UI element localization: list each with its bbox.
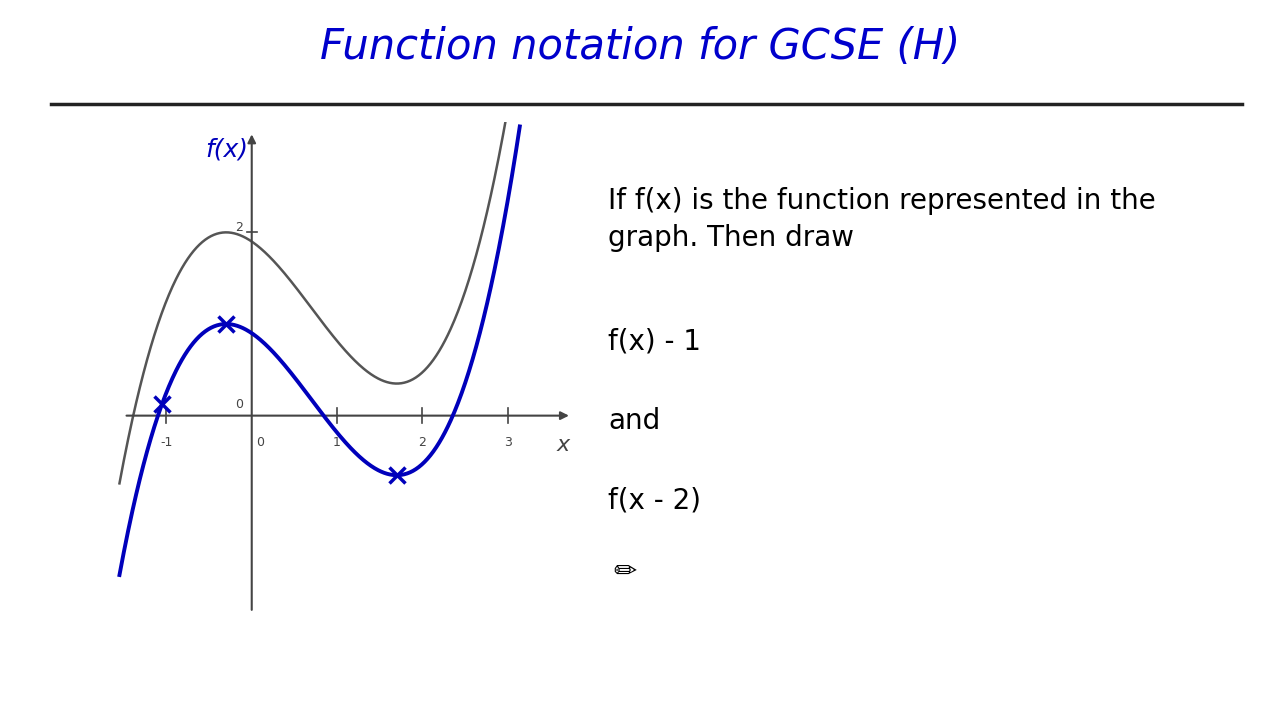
Text: 0: 0 bbox=[256, 436, 264, 449]
Text: f(x): f(x) bbox=[205, 138, 248, 162]
Text: 1: 1 bbox=[333, 436, 340, 449]
Text: ✏️: ✏️ bbox=[614, 558, 637, 586]
Text: 2: 2 bbox=[236, 221, 243, 234]
Text: f(x - 2): f(x - 2) bbox=[608, 486, 701, 514]
Text: 0: 0 bbox=[236, 398, 243, 411]
Text: and: and bbox=[608, 407, 660, 435]
Text: Function notation for GCSE (H): Function notation for GCSE (H) bbox=[320, 26, 960, 68]
Text: 3: 3 bbox=[504, 436, 512, 449]
Text: 2: 2 bbox=[419, 436, 426, 449]
Text: If f(x) is the function represented in the
graph. Then draw: If f(x) is the function represented in t… bbox=[608, 187, 1156, 252]
Text: f(x) - 1: f(x) - 1 bbox=[608, 328, 701, 356]
Text: -1: -1 bbox=[160, 436, 173, 449]
Text: x: x bbox=[557, 435, 570, 455]
